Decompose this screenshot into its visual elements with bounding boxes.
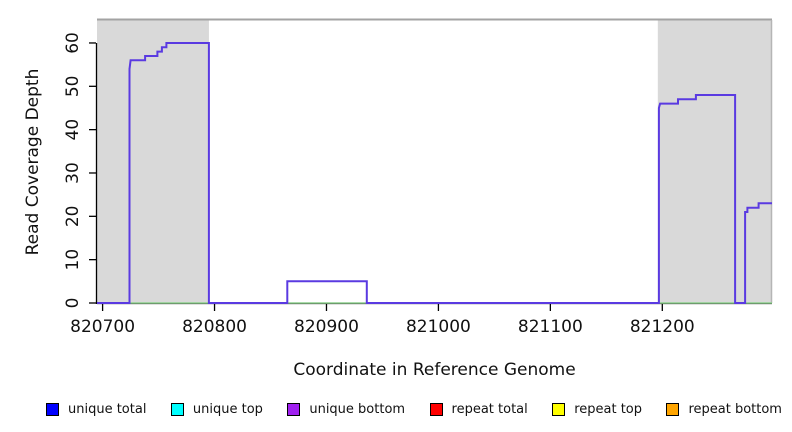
legend-swatch-icon — [666, 402, 680, 416]
legend-label: unique top — [192, 401, 263, 417]
x-tick-label: 821200 — [630, 317, 695, 337]
legend-item: repeat total — [429, 401, 528, 417]
legend-swatch-icon — [429, 402, 443, 416]
x-tick-label: 820800 — [182, 317, 247, 337]
legend-swatch-icon — [170, 402, 184, 416]
y-tick-label: 30 — [63, 162, 83, 184]
y-axis-title: Read Coverage Depth — [23, 68, 43, 256]
legend-item: repeat top — [552, 402, 642, 417]
legend-item: unique top — [170, 401, 263, 417]
x-tick-label: 821100 — [518, 317, 583, 337]
series-unique-coverage-depth — [97, 42, 772, 304]
legend-item: unique total — [46, 402, 146, 417]
legend-label: repeat bottom — [688, 401, 782, 417]
y-tick-label: 60 — [63, 32, 83, 54]
legend-item: repeat bottom — [666, 402, 782, 417]
legend-swatch-icon — [287, 402, 301, 416]
legend-label: unique total — [68, 401, 147, 417]
legend-label: repeat total — [451, 401, 528, 417]
plot-area: 820700 820800 820900 821000 821100 821200 0 10 2… — [63, 18, 773, 337]
highlight-region — [657, 20, 772, 303]
x-tick-label: 820900 — [294, 317, 359, 337]
x-tick-label: 820700 — [70, 317, 135, 337]
highlight-region — [97, 20, 209, 303]
y-tick-label: 20 — [63, 206, 83, 228]
y-tick-label: 0 — [63, 298, 83, 309]
legend-item: unique bottom — [287, 402, 405, 417]
x-axis-title: Coordinate in Reference Genome — [293, 360, 576, 380]
y-tick-label: 50 — [63, 75, 83, 97]
legend: unique total unique top unique bottom repea… — [46, 400, 782, 418]
x-tick-label: 821000 — [406, 317, 471, 337]
legend-label: unique bottom — [309, 401, 406, 417]
legend-swatch-icon — [552, 402, 566, 416]
legend-label: repeat top — [574, 401, 642, 417]
y-tick-label: 10 — [63, 249, 83, 271]
legend-swatch-icon — [46, 402, 59, 416]
y-tick-label: 40 — [63, 119, 83, 141]
